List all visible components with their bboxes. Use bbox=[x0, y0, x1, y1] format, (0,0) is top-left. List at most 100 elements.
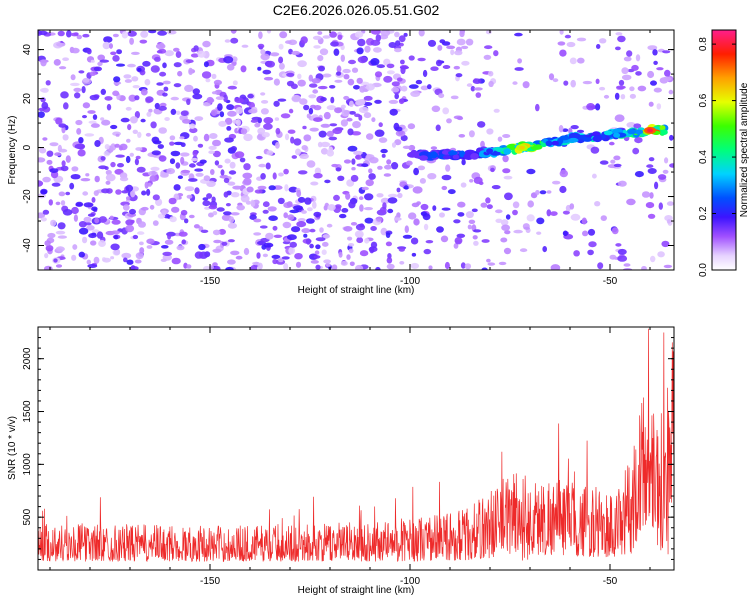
noise-speckle bbox=[42, 137, 48, 141]
noise-speckle bbox=[297, 218, 306, 222]
noise-speckle bbox=[48, 199, 53, 206]
noise-speckle bbox=[176, 110, 181, 116]
noise-speckle bbox=[322, 241, 329, 247]
noise-speckle bbox=[224, 158, 231, 164]
noise-speckle bbox=[526, 214, 535, 222]
track-blob bbox=[495, 147, 504, 153]
noise-speckle bbox=[303, 134, 312, 142]
noise-speckle bbox=[254, 122, 261, 128]
noise-speckle bbox=[336, 65, 342, 73]
noise-speckle bbox=[259, 225, 268, 229]
track-peak-core bbox=[647, 128, 653, 133]
noise-speckle bbox=[299, 153, 309, 159]
noise-speckle bbox=[447, 189, 456, 195]
noise-speckle bbox=[226, 104, 235, 111]
track-blob bbox=[659, 125, 666, 131]
noise-speckle bbox=[347, 145, 358, 152]
noise-speckle bbox=[562, 210, 570, 215]
noise-speckle bbox=[128, 94, 137, 102]
noise-speckle bbox=[373, 47, 382, 53]
noise-speckle bbox=[132, 85, 140, 89]
noise-speckle bbox=[650, 80, 657, 86]
noise-speckle bbox=[105, 180, 111, 185]
y-tick-label: 500 bbox=[22, 508, 33, 525]
noise-speckle bbox=[87, 264, 98, 268]
noise-speckle bbox=[274, 117, 280, 121]
noise-speckle bbox=[136, 166, 146, 173]
noise-speckle bbox=[666, 201, 674, 206]
noise-speckle bbox=[430, 146, 438, 150]
noise-speckle bbox=[333, 194, 340, 201]
noise-speckle bbox=[132, 129, 138, 134]
noise-speckle bbox=[436, 226, 444, 233]
noise-speckle bbox=[569, 57, 577, 65]
noise-speckle bbox=[180, 209, 188, 216]
noise-speckle bbox=[291, 94, 302, 103]
noise-speckle bbox=[500, 237, 508, 243]
noise-speckle bbox=[152, 220, 159, 226]
noise-speckle bbox=[391, 81, 400, 87]
noise-speckle bbox=[228, 170, 237, 175]
noise-speckle bbox=[582, 80, 593, 85]
noise-speckle bbox=[505, 214, 511, 220]
noise-speckle bbox=[154, 56, 161, 62]
noise-speckle bbox=[514, 32, 523, 37]
noise-speckle bbox=[134, 259, 142, 264]
noise-speckle bbox=[232, 80, 238, 86]
noise-speckle bbox=[278, 62, 285, 70]
noise-speckle bbox=[112, 90, 120, 97]
noise-speckle bbox=[185, 59, 194, 64]
noise-speckle bbox=[486, 204, 493, 210]
noise-speckle bbox=[140, 118, 146, 123]
noise-speckle bbox=[417, 165, 426, 171]
noise-speckle-layer bbox=[38, 30, 674, 270]
noise-speckle bbox=[301, 145, 308, 151]
noise-speckle bbox=[473, 87, 483, 91]
noise-speckle bbox=[480, 202, 488, 208]
noise-speckle bbox=[124, 79, 132, 83]
noise-speckle bbox=[535, 103, 540, 112]
noise-speckle bbox=[303, 233, 308, 238]
noise-speckle bbox=[416, 201, 421, 206]
noise-speckle bbox=[230, 192, 240, 198]
noise-speckle bbox=[363, 207, 373, 211]
noise-speckle bbox=[284, 184, 289, 192]
noise-speckle bbox=[664, 69, 671, 77]
noise-speckle bbox=[410, 237, 419, 245]
noise-speckle bbox=[320, 97, 327, 102]
noise-speckle bbox=[78, 251, 86, 258]
noise-speckle bbox=[105, 173, 116, 182]
noise-speckle bbox=[162, 62, 167, 69]
noise-speckle bbox=[61, 160, 66, 167]
noise-speckle bbox=[410, 262, 420, 269]
noise-speckle bbox=[158, 127, 167, 134]
noise-speckle bbox=[318, 65, 325, 72]
noise-speckle bbox=[383, 58, 391, 66]
track-blob bbox=[568, 137, 579, 143]
spectrogram-frame bbox=[37, 29, 675, 271]
noise-speckle bbox=[173, 83, 182, 88]
noise-speckle bbox=[352, 121, 361, 129]
noise-speckle bbox=[60, 91, 69, 99]
noise-speckle bbox=[662, 76, 672, 82]
noise-speckle bbox=[75, 119, 83, 126]
track-blob bbox=[470, 153, 479, 160]
noise-speckle bbox=[331, 264, 338, 270]
snr-panel: -150 -100 -50 500 1000 1500 2000 Height of str… bbox=[7, 326, 675, 596]
noise-speckle bbox=[114, 143, 120, 148]
noise-speckle bbox=[258, 31, 263, 39]
noise-speckle bbox=[594, 201, 601, 207]
noise-speckle bbox=[285, 40, 292, 44]
noise-speckle bbox=[297, 79, 306, 87]
noise-speckle bbox=[110, 256, 115, 260]
noise-speckle bbox=[322, 234, 331, 239]
noise-speckle bbox=[386, 263, 395, 270]
noise-speckle bbox=[566, 41, 576, 48]
noise-speckle bbox=[613, 163, 622, 168]
noise-speckle bbox=[391, 142, 397, 148]
noise-speckle bbox=[203, 61, 209, 68]
noise-speckle bbox=[495, 218, 503, 223]
noise-speckle bbox=[618, 79, 625, 86]
noise-speckle bbox=[348, 201, 356, 209]
